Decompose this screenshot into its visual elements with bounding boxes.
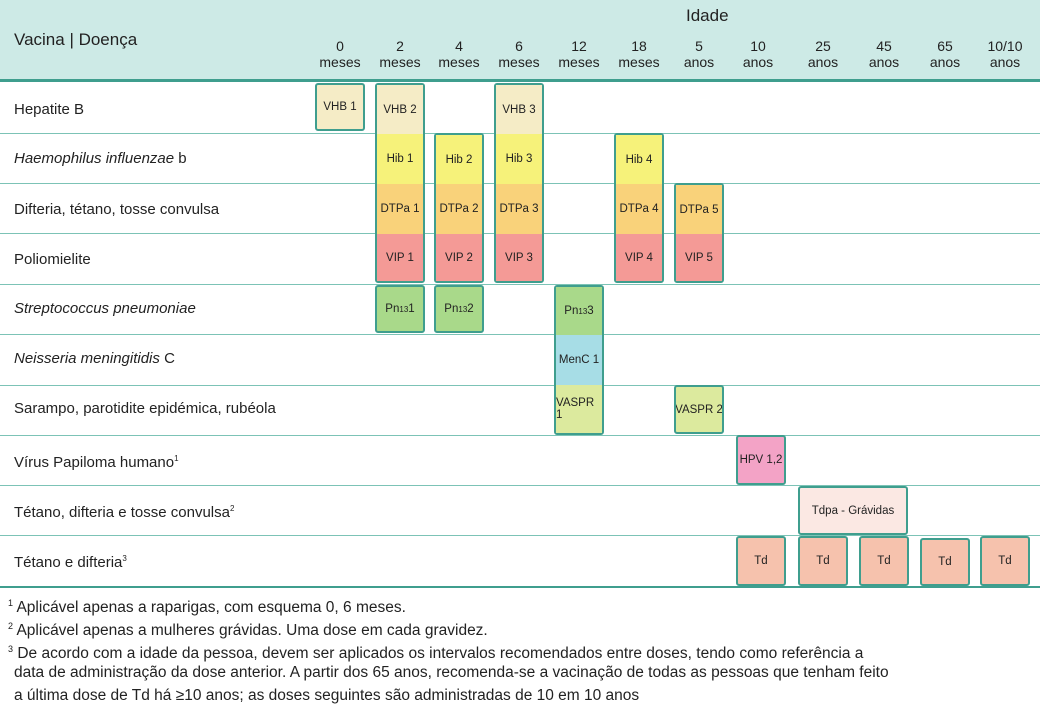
- row-label-hpv: Vírus Papiloma humano1: [14, 454, 179, 471]
- dose-vip-3: VIP 3: [496, 234, 542, 281]
- dose-dtpa-5: DTPa 5: [676, 185, 722, 234]
- footnote-1: 1 Aplicável apenas a raparigas, com esqu…: [8, 598, 406, 616]
- dose-group-5-anos: DTPa 5 VIP 5: [674, 183, 724, 283]
- dose-pn13-1: Pn 13 1: [375, 285, 425, 333]
- dose-tdpa-gravidas: Tdpa - Grávidas: [798, 486, 908, 535]
- age-unit: meses: [618, 54, 660, 70]
- row-divider: [0, 435, 1040, 436]
- dose-pn13-3: Pn 13 3: [556, 287, 602, 335]
- footnote-3-cont-1: data de administração da dose anterior. …: [14, 664, 889, 681]
- dose-vip-2: VIP 2: [436, 234, 482, 281]
- dose-td-25-anos: Td: [798, 536, 848, 586]
- dose-td-10-10-anos: Td: [980, 536, 1030, 586]
- dose-hib-2: Hib 2: [436, 135, 482, 184]
- dose-group-2-meses: VHB 2 Hib 1 DTPa 1 VIP 1: [375, 83, 425, 283]
- dose-hpv: HPV 1,2: [736, 435, 786, 485]
- age-value: 25: [815, 38, 831, 54]
- age-value: 6: [515, 38, 523, 54]
- dose-vhb-1: VHB 1: [315, 83, 365, 131]
- row-label-haemophilus: Haemophilus influenzae b: [14, 150, 187, 167]
- dose-group-4-meses: Hib 2 DTPa 2 VIP 2: [434, 133, 484, 283]
- dose-hib-4: Hib 4: [616, 135, 662, 184]
- age-col-10-10y: 10/10 anos: [975, 38, 1035, 70]
- age-value: 5: [695, 38, 703, 54]
- age-unit: anos: [868, 54, 900, 70]
- age-value: 4: [455, 38, 463, 54]
- dose-vaspr-2: VASPR 2: [674, 385, 724, 434]
- footnote-2: 2 Aplicável apenas a mulheres grávidas. …: [8, 621, 488, 639]
- age-unit: anos: [683, 54, 715, 70]
- dose-vip-4: VIP 4: [616, 234, 662, 281]
- dose-td-65-anos: Td: [920, 538, 970, 586]
- age-value: 65: [937, 38, 953, 54]
- age-col-45y: 45 anos: [854, 38, 914, 70]
- row-label-hepatite-b: Hepatite B: [14, 101, 85, 118]
- dose-hib-1: Hib 1: [377, 134, 423, 184]
- age-value: 12: [571, 38, 587, 54]
- age-header-label: Idade: [686, 6, 729, 25]
- dose-vhb-2: VHB 2: [377, 85, 423, 134]
- dose-dtpa-2: DTPa 2: [436, 184, 482, 234]
- dose-hib-3: Hib 3: [496, 134, 542, 184]
- dose-td-45-anos: Td: [859, 536, 909, 586]
- age-col-6: 6 meses: [489, 38, 549, 70]
- dose-vip-5: VIP 5: [676, 234, 722, 281]
- row-label-neisseria: Neisseria meningitidis C: [14, 350, 175, 367]
- age-col-65y: 65 anos: [915, 38, 975, 70]
- footnote-3-cont-2: a última dose de Td há ≥10 anos; as dose…: [14, 687, 640, 704]
- dose-pn13-2: Pn 13 2: [434, 285, 484, 333]
- age-col-0: 0 meses: [310, 38, 370, 70]
- age-col-10y: 10 anos: [728, 38, 788, 70]
- dose-td-10-anos: Td: [736, 536, 786, 586]
- row-label-poliomielite: Poliomielite: [14, 251, 91, 268]
- footnote-3: 3 De acordo com a idade da pessoa, devem…: [8, 644, 864, 662]
- row-label-streptococcus: Streptococcus pneumoniae: [14, 300, 196, 317]
- age-value: 18: [631, 38, 647, 54]
- row-label-td: Tétano e difteria3: [14, 554, 127, 571]
- age-col-25y: 25 anos: [793, 38, 853, 70]
- dose-group-18-meses: Hib 4 DTPa 4 VIP 4: [614, 133, 664, 283]
- age-unit: anos: [929, 54, 961, 70]
- age-value: 10: [750, 38, 766, 54]
- table-bottom-border: [0, 586, 1040, 588]
- age-unit: meses: [498, 54, 540, 70]
- row-label-sarampo: Sarampo, parotidite epidémica, rubéola: [14, 400, 276, 417]
- age-unit: meses: [438, 54, 480, 70]
- header-divider: [0, 79, 1040, 82]
- age-unit: meses: [319, 54, 361, 70]
- row-divider: [0, 334, 1040, 335]
- age-col-12: 12 meses: [549, 38, 609, 70]
- age-col-18: 18 meses: [609, 38, 669, 70]
- age-value: 2: [396, 38, 404, 54]
- age-col-5y: 5 anos: [669, 38, 729, 70]
- row-label-tdpa: Tétano, difteria e tosse convulsa2: [14, 504, 235, 521]
- row-divider: [0, 385, 1040, 386]
- age-unit: anos: [989, 54, 1021, 70]
- age-value: 10/10: [987, 38, 1023, 54]
- age-unit: meses: [558, 54, 600, 70]
- row-divider: [0, 284, 1040, 285]
- dose-dtpa-4: DTPa 4: [616, 184, 662, 234]
- dose-vaspr-1: VASPR 1: [556, 385, 602, 433]
- age-unit: meses: [379, 54, 421, 70]
- age-unit: anos: [742, 54, 774, 70]
- age-col-2: 2 meses: [370, 38, 430, 70]
- dose-dtpa-3: DTPa 3: [496, 184, 542, 234]
- dose-vhb-3: VHB 3: [496, 85, 542, 134]
- age-col-4: 4 meses: [429, 38, 489, 70]
- column-title: Vacina | Doença: [14, 30, 138, 49]
- dose-vip-1: VIP 1: [377, 234, 423, 281]
- row-divider: [0, 535, 1040, 536]
- table-header: [0, 0, 1040, 79]
- row-label-difteria-tetano-tosse: Difteria, tétano, tosse convulsa: [14, 201, 220, 218]
- dose-group-12-meses: Pn 13 3 MenC 1 VASPR 1: [554, 285, 604, 435]
- dose-dtpa-1: DTPa 1: [377, 184, 423, 234]
- age-unit: anos: [807, 54, 839, 70]
- row-divider: [0, 485, 1040, 486]
- dose-menc-1: MenC 1: [556, 335, 602, 385]
- dose-group-6-meses: VHB 3 Hib 3 DTPa 3 VIP 3: [494, 83, 544, 283]
- age-value: 0: [336, 38, 344, 54]
- age-value: 45: [876, 38, 892, 54]
